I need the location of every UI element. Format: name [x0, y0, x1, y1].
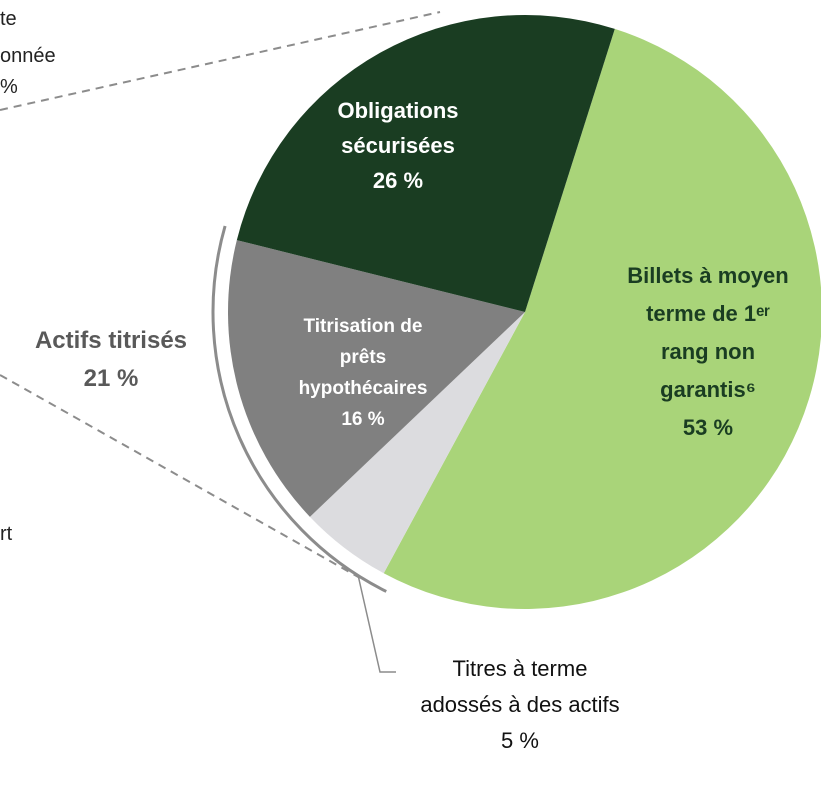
slice-label: Titres à terme adossés à des actifs 5 % [420, 651, 620, 759]
annotation: % [0, 76, 18, 98]
zoom-line [0, 11, 441, 111]
value-label: 26 % [372, 168, 424, 193]
slice-label: Obligations sécurisées 26 % [298, 93, 498, 198]
category-label: Titrisation de prêts hypothécaires [298, 316, 428, 399]
category-label: Billets à moyen terme de 1ᵉʳ rang non ga… [627, 263, 789, 402]
value-label: 5 % [501, 728, 539, 753]
slice-label: Titrisation de prêts hypothécaires 16 % [290, 311, 436, 435]
annotation: te [0, 8, 17, 30]
pie-slice [383, 28, 821, 609]
category-label: Titres à terme adossés à des actifs [420, 656, 620, 717]
group-label: Actifs titrisés 21 % [0, 322, 222, 398]
annotation: rt [0, 523, 13, 545]
value-label: 16 % [341, 409, 385, 430]
leader-line [357, 574, 396, 673]
pie-slice [236, 15, 615, 312]
pie-slice [227, 240, 525, 517]
slice-label: Billets à moyen terme de 1ᵉʳ rang non ga… [623, 257, 793, 447]
group-bracket [211, 225, 387, 593]
group-name: Actifs titrisés [34, 327, 188, 354]
annotation: onnée [0, 45, 56, 67]
pie-slice [309, 312, 525, 574]
category-label: Obligations sécurisées [337, 98, 459, 158]
group-value: 21 % [83, 365, 139, 392]
value-label: 53 % [682, 415, 734, 440]
